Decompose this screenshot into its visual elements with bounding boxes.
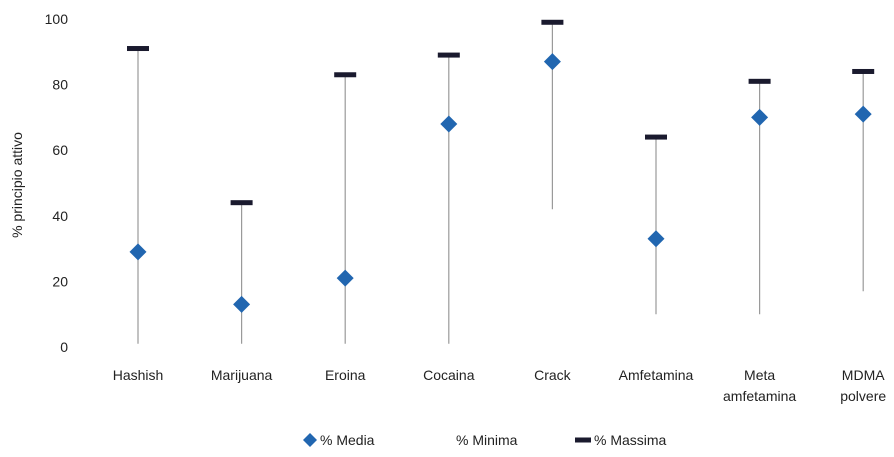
y-tick-label: 0	[60, 339, 68, 355]
mean-marker	[647, 230, 665, 248]
x-tick-label: Meta amfetamina	[723, 367, 796, 404]
maximum-marker	[437, 52, 460, 58]
y-axis-ticks: 0 20 40 60 80 100	[45, 11, 69, 355]
maximum-marker	[748, 78, 771, 84]
x-tick-label: Eroina	[325, 367, 366, 383]
legend-media-diamond	[303, 433, 317, 447]
mean-marker	[854, 105, 872, 123]
mean-marker	[233, 295, 251, 313]
legend-massima-dash	[575, 437, 591, 443]
mean-marker	[751, 108, 769, 126]
maximum-marker	[334, 72, 357, 78]
maximum-marker	[852, 68, 875, 74]
x-tick-label: Crack	[534, 367, 572, 383]
x-tick-label: Marijuana	[211, 367, 273, 383]
x-tick-label: Cocaina	[423, 367, 475, 383]
maximum-marker	[127, 46, 149, 52]
mean-marker	[336, 269, 354, 287]
maximum-marker	[645, 134, 667, 140]
mean-markers	[129, 53, 872, 313]
y-tick-label: 80	[52, 77, 68, 93]
range-lines	[137, 22, 864, 344]
legend-media-label: % Media	[320, 432, 375, 448]
legend: % Media % Minima % Massima	[303, 432, 667, 448]
y-axis-title: % principio attivo	[9, 132, 25, 238]
y-tick-label: 60	[52, 142, 68, 158]
x-axis-labels: Hashish Marijuana Eroina Cocaina Crack Amfeta…	[113, 367, 887, 404]
maximum-marker	[230, 200, 253, 206]
x-tick-label: Hashish	[113, 367, 164, 383]
mean-marker	[543, 53, 561, 71]
mean-marker	[440, 115, 458, 133]
maximum-markers	[127, 19, 875, 206]
legend-minima-label: % Minima	[456, 432, 518, 448]
y-tick-label: 100	[45, 11, 69, 27]
maximum-marker	[541, 19, 564, 25]
y-tick-label: 20	[52, 273, 68, 289]
legend-massima-label: % Massima	[594, 432, 667, 448]
y-tick-label: 40	[52, 208, 68, 224]
x-tick-label: Amfetamina	[619, 367, 694, 383]
x-tick-label: MDMA polvere	[840, 367, 886, 404]
mean-marker	[129, 243, 147, 261]
